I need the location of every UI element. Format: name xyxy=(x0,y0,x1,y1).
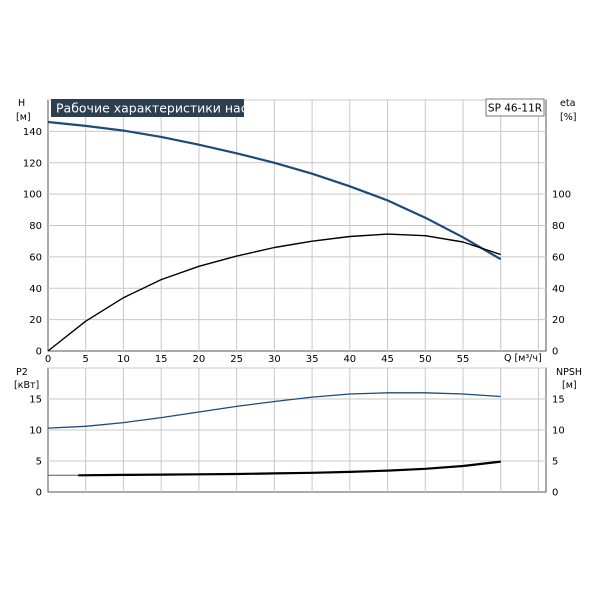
power-axis-label: P2 xyxy=(16,367,28,378)
npsh-axis-label: NPSH xyxy=(556,367,582,378)
head-tick-label: 20 xyxy=(29,315,42,326)
eta-tick-label: 100 xyxy=(552,190,571,201)
npsh-tick-label: 0 xyxy=(552,488,558,499)
eta-tick-label: 80 xyxy=(552,221,565,232)
upper-tick-labels: 0 5 10 15 20 25 30 35 40 45 50 55 0 20 40 60 80 100 120 140… xyxy=(23,127,571,365)
x-tick-label: 5 xyxy=(83,354,89,365)
power-tick-label: 0 xyxy=(36,488,42,499)
power-tick-label: 15 xyxy=(29,395,42,406)
eta-axis-unit: [%] xyxy=(560,112,576,123)
flow-axis-label: Q [м³/ч] xyxy=(504,353,542,364)
head-tick-label: 100 xyxy=(23,190,42,201)
npsh-axis-unit: [м] xyxy=(562,380,577,391)
power-axis-unit: [кВт] xyxy=(14,380,39,391)
power-curve xyxy=(47,392,501,429)
power-tick-label: 10 xyxy=(29,426,42,437)
head-axis-unit: [м] xyxy=(16,112,31,123)
head-tick-label: 120 xyxy=(23,158,42,169)
x-tick-label: 35 xyxy=(306,354,319,365)
x-tick-label: 10 xyxy=(117,354,130,365)
lower-curves xyxy=(47,392,501,477)
head-tick-label: 0 xyxy=(36,347,42,358)
upper-curves xyxy=(47,120,502,352)
head-axis-label: H xyxy=(18,98,25,109)
x-tick-label: 45 xyxy=(381,354,394,365)
x-tick-label: 40 xyxy=(343,354,356,365)
head-tick-label: 140 xyxy=(23,127,42,138)
chart-title: Рабочие характеристики насоса xyxy=(56,101,270,116)
eta-axis-label: eta xyxy=(560,98,575,109)
head-curve xyxy=(47,120,502,261)
efficiency-curve xyxy=(47,233,501,352)
head-tick-label: 80 xyxy=(29,221,42,232)
x-tick-label: 55 xyxy=(457,354,470,365)
power-tick-label: 5 xyxy=(36,457,42,468)
npsh-tick-label: 15 xyxy=(552,395,565,406)
lower-tick-labels: 0 5 10 15 0 5 10 15 xyxy=(29,395,564,499)
npsh-curve xyxy=(78,460,501,477)
x-tick-label: 50 xyxy=(419,354,432,365)
npsh-tick-label: 5 xyxy=(552,457,558,468)
pump-model-label: SP 46-11R xyxy=(488,103,542,115)
eta-tick-label: 0 xyxy=(552,347,558,358)
eta-tick-label: 40 xyxy=(552,284,565,295)
chart-title-box xyxy=(51,99,244,117)
head-tick-label: 60 xyxy=(29,252,42,263)
x-tick-label: 25 xyxy=(230,354,243,365)
npsh-tick-label: 10 xyxy=(552,426,565,437)
eta-tick-label: 60 xyxy=(552,252,565,263)
eta-tick-label: 20 xyxy=(552,315,565,326)
model-box xyxy=(485,98,545,117)
x-tick-label: 30 xyxy=(268,354,281,365)
x-tick-label: 15 xyxy=(155,354,168,365)
x-tick-label: 0 xyxy=(45,354,51,365)
x-tick-label: 20 xyxy=(193,354,206,365)
upper-grid xyxy=(48,99,546,351)
head-tick-label: 40 xyxy=(29,284,42,295)
